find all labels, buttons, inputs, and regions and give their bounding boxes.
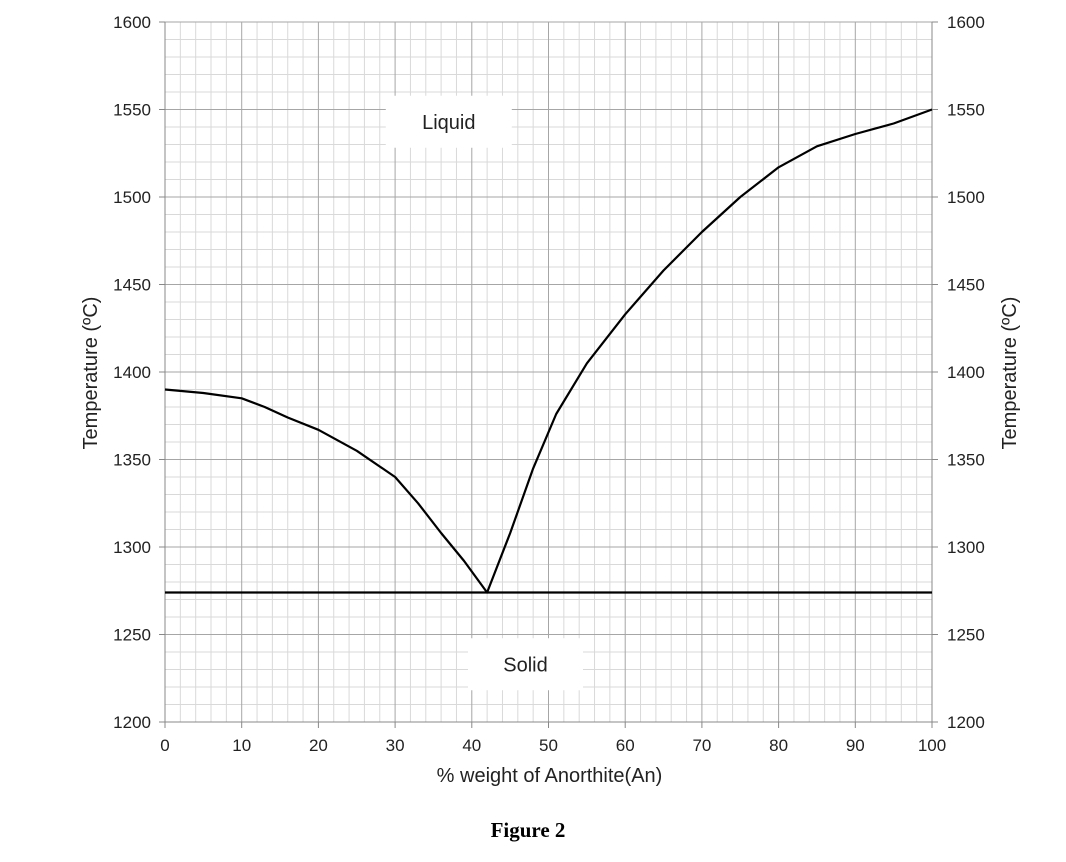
region-label-liquid: Liquid [422,112,475,134]
x-tick-label: 20 [309,736,328,755]
liquidus-curve [164,108,933,594]
y-tick-label-right: 1300 [947,538,985,557]
y-tick-label-left: 1400 [113,363,151,382]
annotation-background [467,638,583,691]
y-tick-label-left: 1500 [113,188,151,207]
x-tick-label: 10 [232,736,251,755]
annotation-background [385,95,512,148]
y-tick-label-right: 1500 [947,188,985,207]
x-tick-label: 0 [160,736,169,755]
y-tick-label-left: 1600 [113,13,151,32]
series-group [164,108,933,594]
y-tick-label-right: 1400 [947,363,985,382]
y-tick-label-right: 1550 [947,101,985,120]
y-tick-label-left: 1250 [113,626,151,645]
axes [159,21,938,728]
x-tick-label: 60 [616,736,635,755]
y-tick-label-left: 1200 [113,713,151,732]
y-tick-label-right: 1600 [947,13,985,32]
y-tick-label-left: 1350 [113,451,151,470]
y-tick-label-right: 1200 [947,713,985,732]
x-tick-label: 40 [462,736,481,755]
y-tick-label-right: 1250 [947,626,985,645]
x-tick-label: 30 [386,736,405,755]
y-tick-label-left: 1550 [113,101,151,120]
x-tick-label: 50 [539,736,558,755]
x-tick-label: 90 [846,736,865,755]
y-axis-label-right: Temperature (ºC) [999,297,1021,450]
y-tick-label-left: 1300 [113,538,151,557]
y-tick-label-left: 1450 [113,276,151,295]
y-tick-label-right: 1350 [947,451,985,470]
annotations: Liquid Solid [385,95,583,691]
tick-labels: 1200 1200 1250 1250 1300 1300 1350 1350 1400 1400… [113,13,985,755]
x-tick-label: 100 [918,736,946,755]
y-tick-label-right: 1450 [947,276,985,295]
figure-caption: Figure 2 [490,818,566,842]
x-axis-label: % weight of Anorthite(An) [437,765,663,787]
region-label-solid: Solid [503,654,547,676]
x-tick-label: 70 [692,736,711,755]
y-axis-label-left: Temperature (ºC) [80,297,102,450]
x-tick-label: 80 [769,736,788,755]
